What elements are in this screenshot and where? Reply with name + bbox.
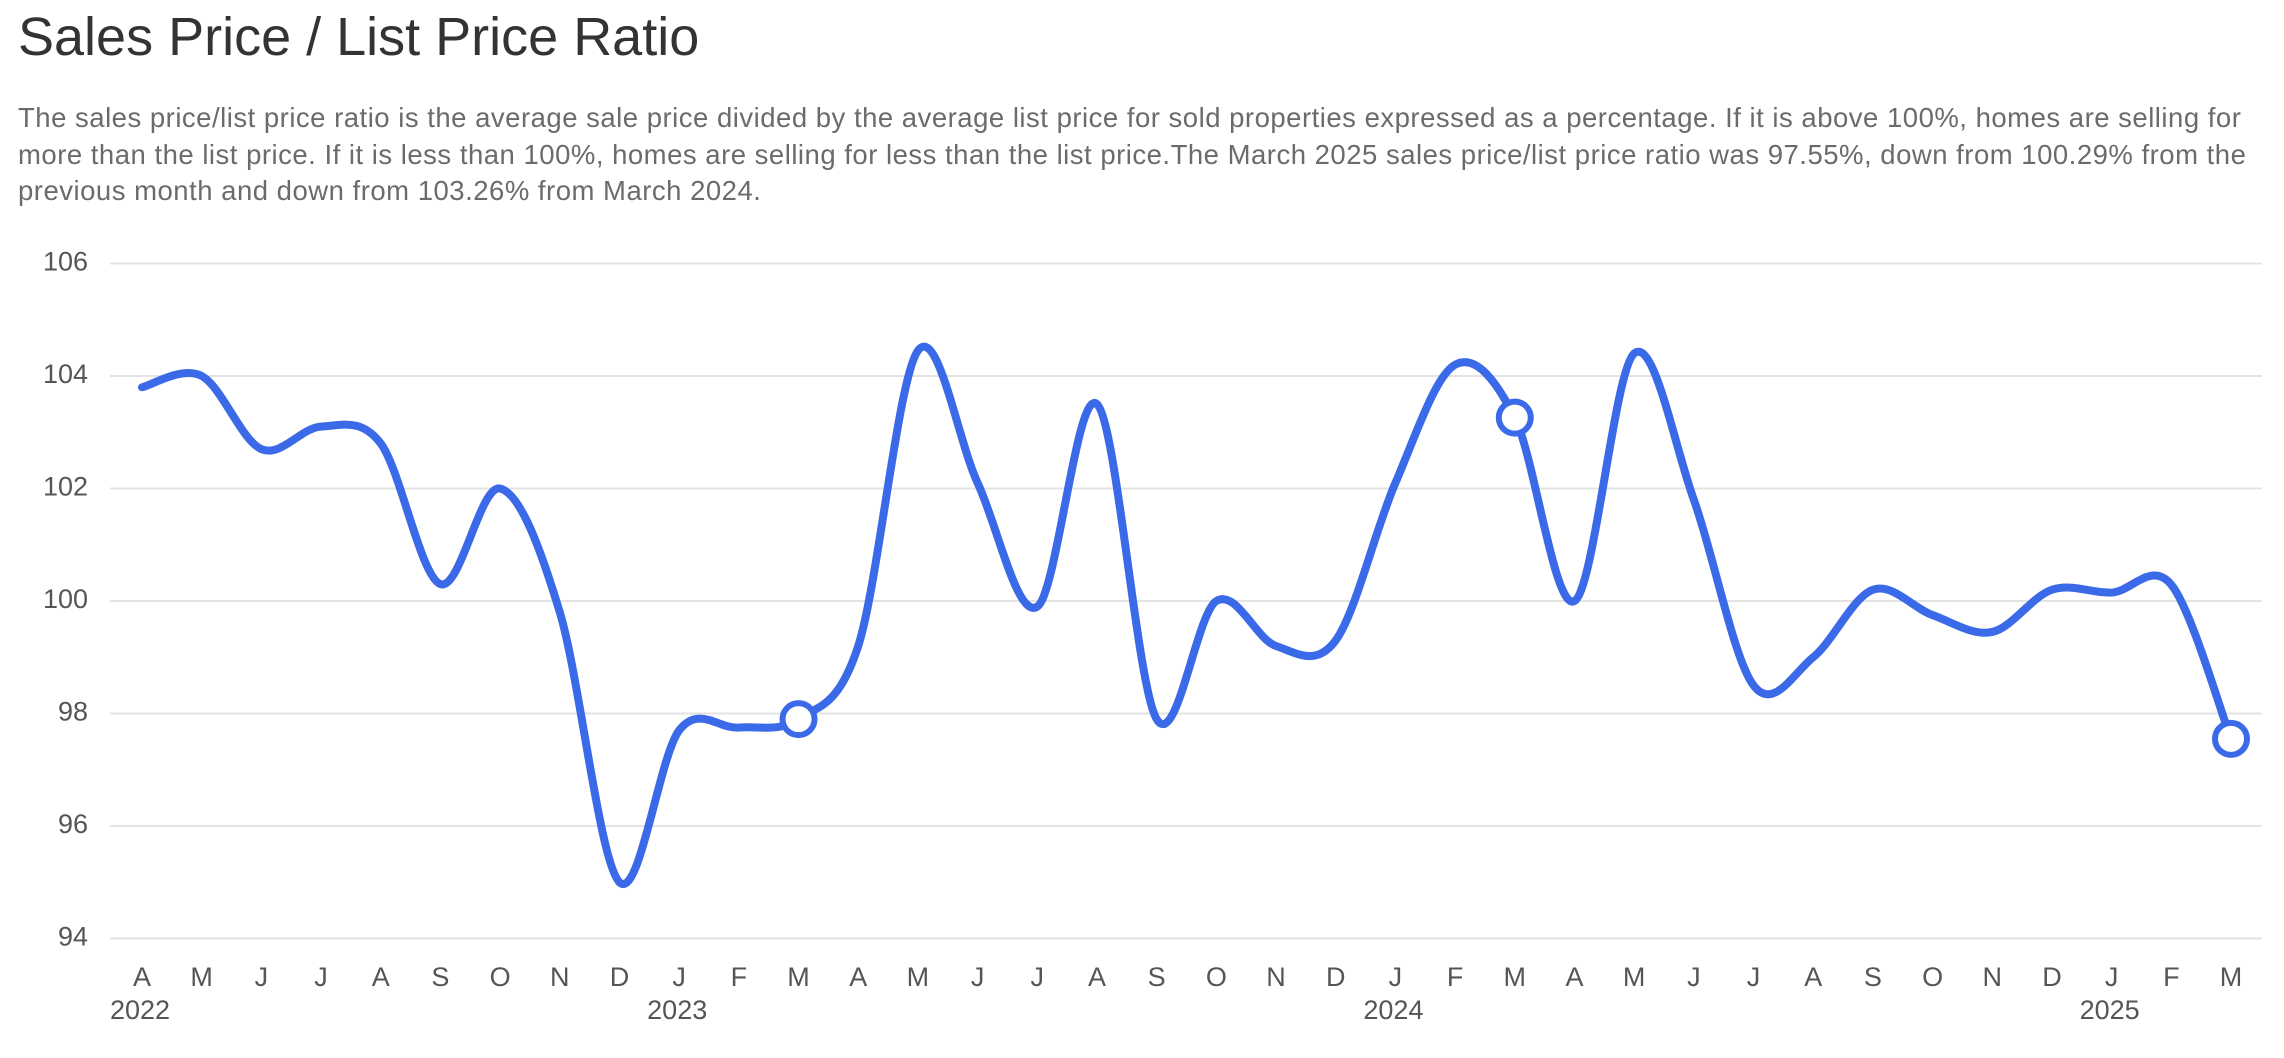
x-tick-label: F bbox=[2163, 962, 2180, 992]
x-tick-label: N bbox=[1983, 962, 2003, 992]
x-tick-label: N bbox=[550, 962, 570, 992]
x-tick-label: S bbox=[1148, 962, 1166, 992]
x-tick-label: A bbox=[372, 962, 390, 992]
x-tick-label: J bbox=[1687, 962, 1701, 992]
year-label: 2024 bbox=[1363, 995, 1423, 1025]
x-tick-label: S bbox=[431, 962, 449, 992]
year-label: 2022 bbox=[110, 995, 170, 1025]
x-tick-label: J bbox=[971, 962, 985, 992]
x-tick-label: J bbox=[1389, 962, 1403, 992]
x-tick-label: J bbox=[672, 962, 686, 992]
y-tick-label: 98 bbox=[58, 697, 88, 727]
x-tick-label: D bbox=[1326, 962, 1346, 992]
point-marker bbox=[1495, 398, 1534, 437]
x-tick-label: A bbox=[1565, 962, 1583, 992]
x-tick-label: O bbox=[490, 962, 511, 992]
x-tick-label: M bbox=[787, 962, 810, 992]
x-tick-label: F bbox=[731, 962, 748, 992]
point-marker bbox=[2212, 719, 2250, 758]
x-tick-label: A bbox=[133, 962, 151, 992]
x-tick-label: F bbox=[1447, 962, 1464, 992]
x-tick-label: D bbox=[2042, 962, 2062, 992]
x-tick-label: N bbox=[1266, 962, 1286, 992]
x-tick-label: M bbox=[2220, 962, 2243, 992]
x-tick-label: O bbox=[1922, 962, 1943, 992]
chart-subtitle: The sales price/list price ratio is the … bbox=[18, 102, 2247, 206]
y-tick-label: 100 bbox=[43, 584, 88, 614]
x-tick-label: D bbox=[610, 962, 630, 992]
x-tick-label: O bbox=[1206, 962, 1227, 992]
x-tick-label: J bbox=[2105, 962, 2119, 992]
year-label: 2023 bbox=[647, 995, 707, 1025]
x-tick-label: M bbox=[190, 962, 213, 992]
x-tick-label: J bbox=[255, 962, 269, 992]
y-tick-label: 94 bbox=[58, 922, 88, 952]
x-tick-label: A bbox=[1088, 962, 1106, 992]
x-tick-label: A bbox=[849, 962, 867, 992]
x-tick-label: M bbox=[1623, 962, 1646, 992]
x-tick-label: J bbox=[314, 962, 328, 992]
line bbox=[138, 342, 2235, 889]
x-tick-label: M bbox=[907, 962, 930, 992]
y-tick-label: 96 bbox=[58, 809, 88, 839]
x-tick-label: J bbox=[1747, 962, 1761, 992]
y-tick-label: 104 bbox=[43, 359, 88, 389]
x-tick-label: A bbox=[1804, 962, 1822, 992]
y-tick-label: 102 bbox=[43, 472, 88, 502]
x-tick-label: S bbox=[1864, 962, 1882, 992]
point-marker bbox=[779, 700, 818, 739]
y-tick-label: 106 bbox=[43, 247, 88, 277]
x-tick-label: M bbox=[1504, 962, 1527, 992]
year-label: 2025 bbox=[2080, 995, 2140, 1025]
chart-title: Sales Price / List Price Ratio bbox=[18, 7, 700, 67]
x-tick-label: J bbox=[1031, 962, 1045, 992]
